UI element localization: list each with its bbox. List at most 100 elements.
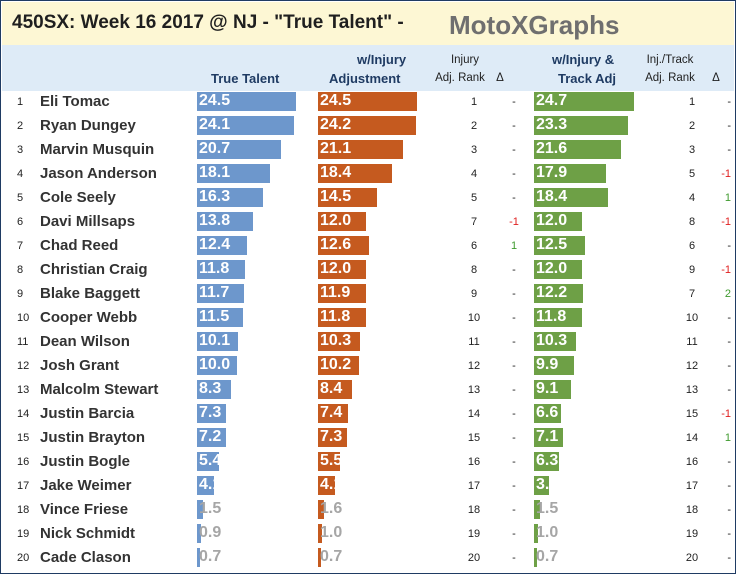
injury-adj-value-label: 18.4 [320, 164, 352, 181]
col-header-injury-adj-line1: w/Injury [357, 52, 407, 67]
injury-rank-delta: 1 [510, 240, 518, 252]
track-adj-bar [534, 524, 538, 543]
track-rank-delta: - [727, 480, 731, 492]
track-adj-value-label: 11.8 [536, 308, 567, 325]
injury-adj-bar [318, 404, 348, 423]
track-rank-delta: 2 [724, 288, 731, 300]
injury-adj-value-label: 12.0 [320, 260, 352, 277]
injury-adj-value-label: 1.0 [320, 524, 343, 541]
track-adj-value-label: 21.6 [536, 140, 568, 157]
track-rank-delta: - [727, 552, 731, 564]
table-row: 5 Cole Seely 16.3 14.5 18.4 5 - 4 1 [1, 186, 735, 210]
track-adj-rank: 17 [685, 480, 699, 492]
table-row: 12 Josh Grant 10.0 10.2 9.9 12 - 12 - [1, 354, 735, 378]
track-adj-value-label: 10.3 [536, 332, 568, 349]
injury-adj-rank: 4 [470, 168, 478, 180]
col-header-injury-adj-line2: Adjustment [329, 71, 401, 86]
track-adj-rank: 15 [685, 408, 699, 420]
injury-adj-rank: 15 [467, 432, 481, 444]
injury-rank-delta: - [512, 192, 516, 204]
true-talent-value-label: 11.8 [199, 260, 230, 277]
track-rank-delta: -1 [721, 408, 731, 420]
rider-name: Davi Millsaps [40, 213, 136, 230]
injury-adj-value-label: 11.8 [320, 308, 351, 325]
rider-rank: 2 [17, 120, 24, 132]
rider-rank: 12 [17, 360, 30, 372]
rider-name: Justin Barcia [40, 405, 135, 422]
track-adj-rank: 12 [685, 360, 699, 372]
injury-adj-value-label: 24.5 [320, 92, 352, 109]
track-adj-rank: 2 [688, 120, 696, 132]
injury-adj-rank: 13 [467, 384, 481, 396]
injury-adj-value-label: 10.3 [320, 332, 352, 349]
injury-adj-bar [318, 524, 322, 543]
injury-rank-delta: - [512, 312, 516, 324]
injury-adj-rank: 7 [470, 216, 478, 228]
injury-adj-bar [318, 140, 403, 159]
rider-rank: 5 [17, 192, 24, 204]
true-talent-bar [197, 332, 238, 351]
true-talent-value-label: 0.7 [199, 548, 222, 565]
track-adj-bar [534, 188, 608, 207]
table-row: 9 Blake Baggett 11.7 11.9 12.2 9 - 7 2 [1, 282, 735, 306]
track-adj-rank: 11 [686, 336, 698, 348]
rider-name: Chad Reed [40, 237, 119, 254]
true-talent-value-label: 11.7 [199, 284, 230, 301]
true-talent-value-label: 8.3 [199, 380, 222, 397]
track-adj-rank: 1 [688, 96, 696, 108]
rider-name: Vince Friese [40, 501, 129, 518]
track-adj-bar [534, 500, 540, 519]
brand-logo-text: MotoXGraphs [449, 10, 620, 40]
injury-adj-rank: 11 [468, 336, 480, 348]
injury-adj-bar [318, 212, 366, 231]
injury-rank-delta: - [512, 288, 516, 300]
injury-adj-bar [318, 452, 340, 471]
rider-rank: 15 [17, 432, 30, 444]
track-adj-value-label: 3.6 [536, 476, 559, 493]
table-row: 16 Justin Bogle 5.4 5.5 6.3 16 - 16 - [1, 450, 735, 474]
track-adj-bar [534, 332, 576, 351]
rider-rank: 17 [17, 480, 30, 492]
track-adj-value-label: 6.6 [536, 404, 559, 421]
col-header-delta-1: Δ [496, 72, 504, 84]
rider-rank: 9 [17, 288, 24, 300]
injury-adj-rank: 3 [470, 144, 478, 156]
rider-name: Josh Grant [40, 357, 120, 374]
track-rank-delta: - [727, 528, 731, 540]
injury-adj-bar [318, 476, 335, 495]
rider-name: Blake Baggett [40, 285, 141, 302]
rider-name: Ryan Dungey [40, 117, 136, 134]
injury-adj-rank: 14 [467, 408, 481, 420]
injury-adj-bar [318, 92, 417, 111]
true-talent-value-label: 0.9 [199, 524, 222, 541]
true-talent-bar [197, 212, 253, 231]
true-talent-value-label: 13.8 [199, 212, 231, 229]
injury-adj-value-label: 7.3 [320, 428, 343, 445]
track-adj-value-label: 12.5 [536, 236, 568, 253]
injury-adj-rank: 19 [467, 528, 481, 540]
true-talent-bar [197, 524, 201, 543]
track-adj-rank: 16 [685, 456, 699, 468]
track-adj-rank: 8 [688, 216, 696, 228]
col-header-true-talent: True Talent [211, 71, 280, 86]
injury-adj-bar [318, 116, 416, 135]
track-adj-bar [534, 92, 634, 111]
injury-adj-rank: 16 [467, 456, 481, 468]
rider-rank: 14 [17, 408, 30, 420]
injury-adj-rank: 5 [470, 192, 478, 204]
rider-name: Cooper Webb [40, 309, 138, 326]
injury-rank-delta: - [512, 120, 516, 132]
injury-rank-delta: - [512, 384, 516, 396]
true-talent-value-label: 12.4 [199, 236, 231, 253]
track-adj-value-label: 12.0 [536, 260, 568, 277]
table-row: 11 Dean Wilson 10.1 10.3 10.3 11 - 11 - [1, 330, 735, 354]
injury-rank-delta: - [512, 408, 516, 420]
rider-rank: 10 [17, 312, 30, 324]
rider-rank: 20 [17, 552, 30, 564]
track-adj-bar [534, 476, 549, 495]
injury-rank-delta: - [512, 168, 516, 180]
track-adj-rank: 10 [685, 312, 699, 324]
table-row: 14 Justin Barcia 7.3 7.4 6.6 14 - 15 -1 [1, 402, 735, 426]
true-talent-value-label: 18.1 [199, 164, 231, 181]
injury-adj-value-label: 21.1 [320, 140, 352, 157]
